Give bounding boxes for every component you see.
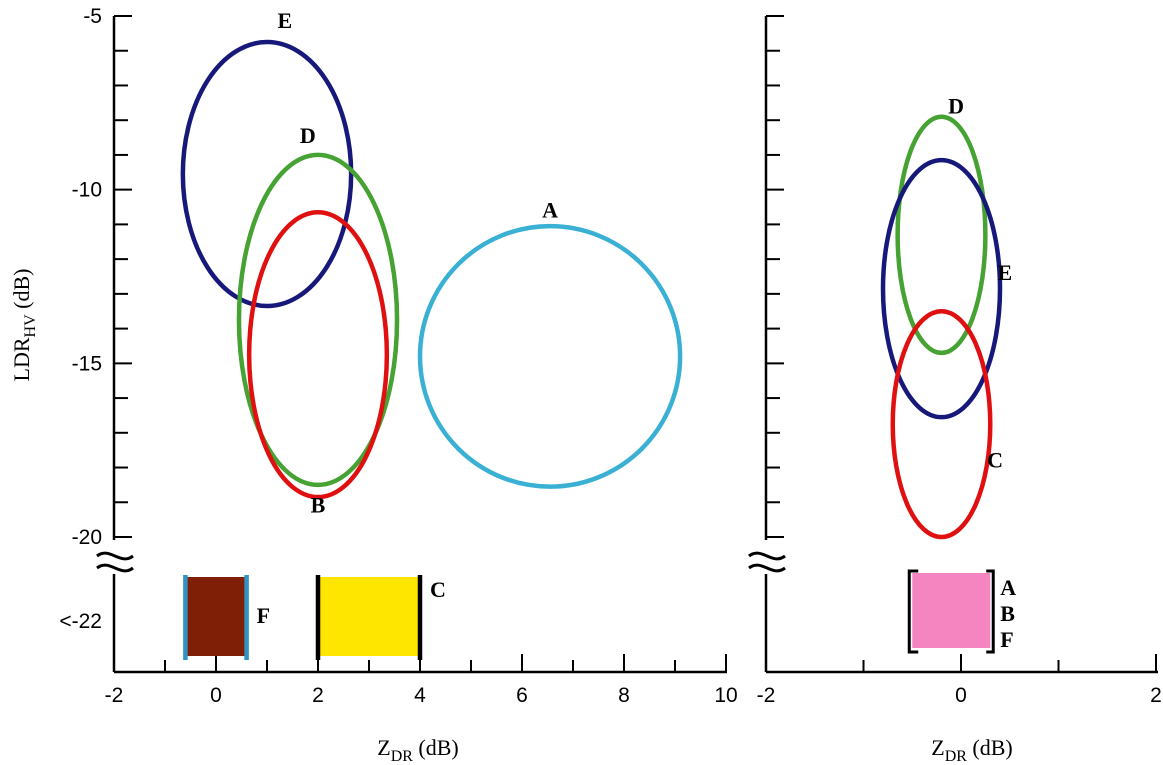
ellipse-label-e: E bbox=[998, 260, 1013, 285]
range-label-c: C bbox=[430, 577, 446, 602]
x-tick-label: -2 bbox=[105, 684, 124, 707]
ellipse-label-b: B bbox=[311, 493, 326, 518]
ellipse-label-e: E bbox=[278, 8, 293, 33]
range-bar bbox=[318, 577, 420, 656]
x-tick-label: 8 bbox=[618, 684, 630, 707]
x-tick-label: -2 bbox=[757, 684, 776, 707]
ellipse-e bbox=[880, 157, 1003, 420]
range-bar bbox=[185, 577, 247, 656]
ellipse-d bbox=[236, 152, 400, 488]
ellipse-label-d: D bbox=[948, 93, 964, 118]
ellipse-d bbox=[895, 114, 988, 356]
y-tick-label: -20 bbox=[72, 526, 102, 549]
ellipse-label-c: C bbox=[987, 448, 1003, 473]
x-tick-label: 10 bbox=[714, 684, 737, 707]
range-label-a: A bbox=[1000, 575, 1016, 600]
left-y-axis-title: LDRHV (dB) bbox=[9, 269, 39, 382]
range-label-f: F bbox=[1000, 627, 1013, 652]
ellipse-label-a: A bbox=[542, 197, 558, 222]
range-edge bbox=[986, 569, 995, 654]
range-edge bbox=[907, 569, 919, 654]
x-tick-label: 2 bbox=[312, 684, 324, 707]
ellipse-c bbox=[890, 308, 993, 540]
ellipse-label-d: D bbox=[300, 123, 316, 148]
left-x-axis-title: ZDR (dB) bbox=[377, 735, 459, 765]
right-axis-break-icon bbox=[748, 551, 786, 573]
range-bar bbox=[912, 573, 991, 648]
x-tick-label: 0 bbox=[955, 684, 967, 707]
range-label-b: B bbox=[1000, 601, 1015, 626]
left-axis-break-icon bbox=[96, 551, 134, 573]
right-panel: -2 0 2 D E C ABF ZDR (dB) bbox=[748, 15, 1162, 765]
ellipse-b bbox=[246, 209, 390, 500]
x-tick-label: 4 bbox=[414, 684, 426, 707]
x-tick-label: 6 bbox=[516, 684, 528, 707]
ellipse-e bbox=[180, 39, 354, 309]
y-tick-label: -5 bbox=[83, 5, 102, 28]
x-tick-label: 2 bbox=[1150, 684, 1162, 707]
y-tick-label: -10 bbox=[72, 179, 102, 202]
x-tick-label: 0 bbox=[210, 684, 222, 707]
y-tick-label: <-22 bbox=[59, 610, 102, 633]
right-x-axis-title: ZDR (dB) bbox=[931, 735, 1013, 765]
y-tick-label: -15 bbox=[72, 352, 102, 375]
ellipse-a bbox=[417, 223, 683, 489]
range-label-f: F bbox=[257, 603, 270, 628]
